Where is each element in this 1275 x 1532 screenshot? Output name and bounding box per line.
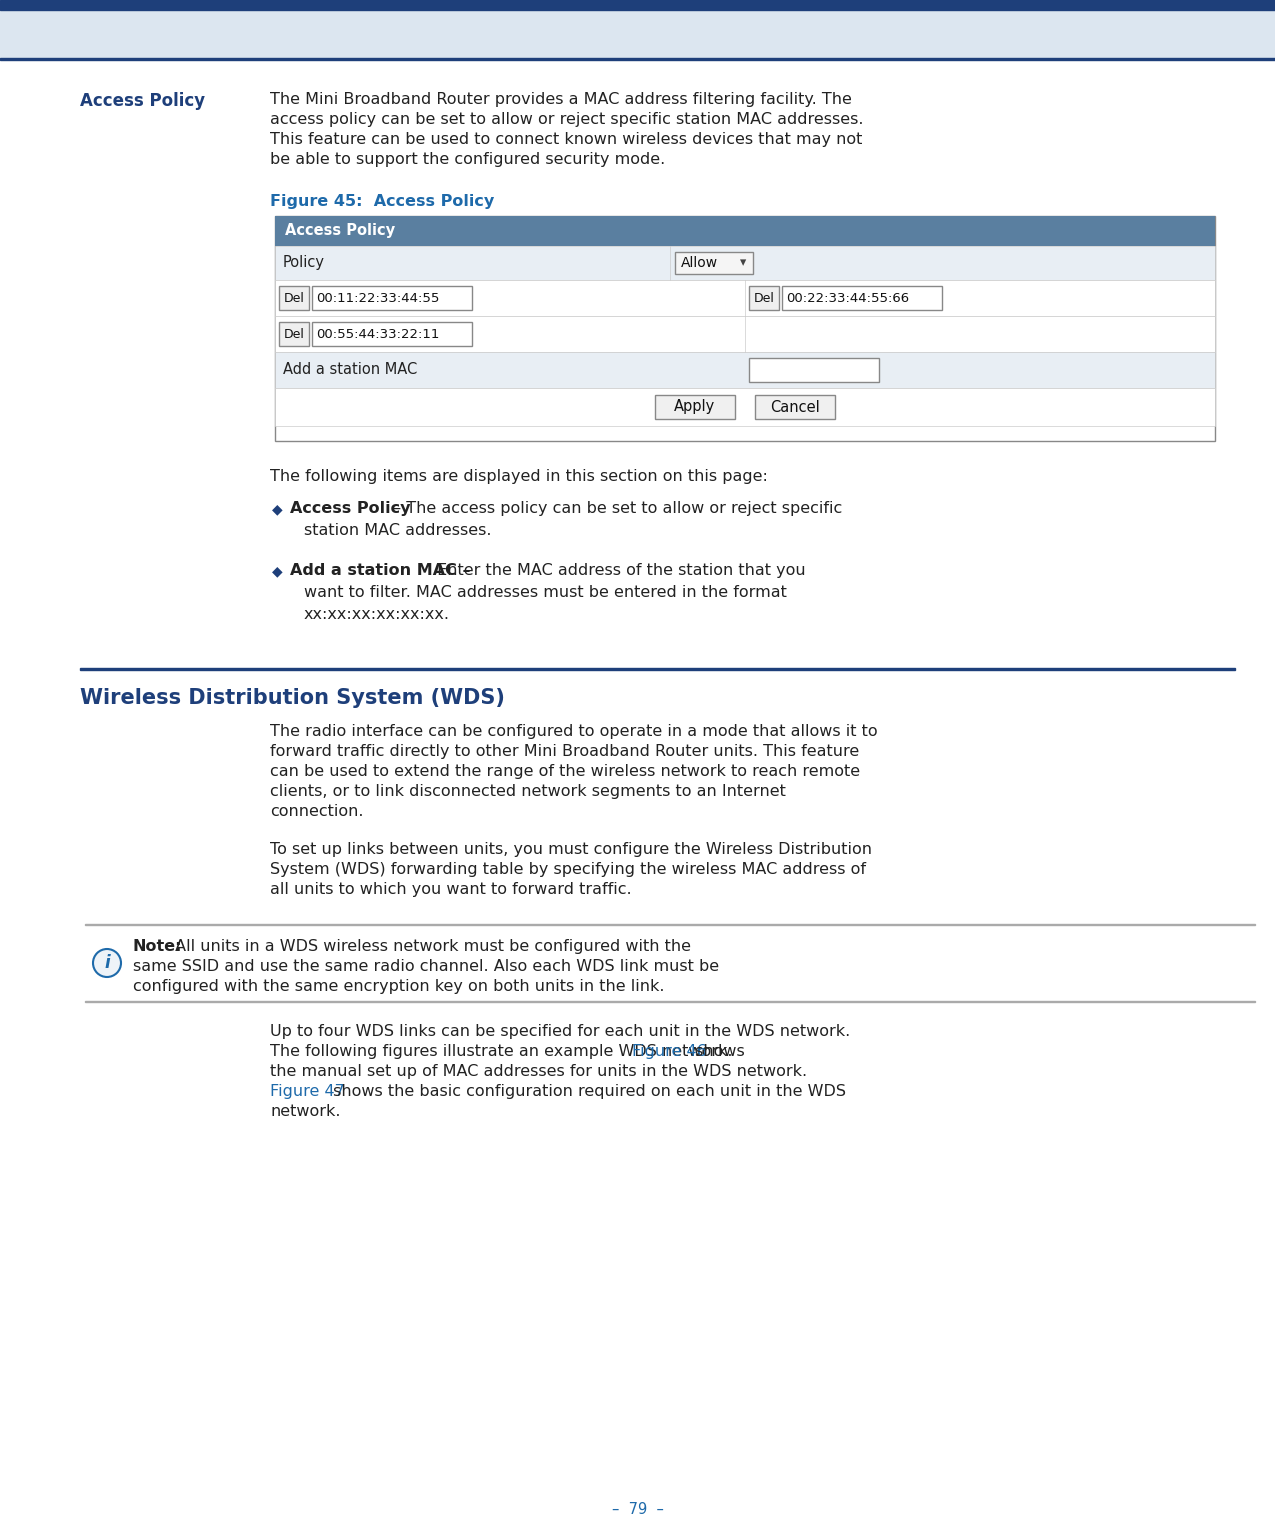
Bar xyxy=(275,247,1215,280)
Text: Note:: Note: xyxy=(133,939,182,954)
Text: The Mini Broadband Router provides a MAC address filtering facility. The: The Mini Broadband Router provides a MAC… xyxy=(270,92,852,107)
Text: access policy can be set to allow or reject specific station MAC addresses.: access policy can be set to allow or rej… xyxy=(270,112,863,127)
Bar xyxy=(275,316,1215,352)
Text: Allow: Allow xyxy=(681,256,718,270)
Text: Figure 47: Figure 47 xyxy=(270,1085,344,1098)
Bar xyxy=(655,395,734,418)
Bar xyxy=(275,280,1215,316)
Text: 00:55:44:33:22:11: 00:55:44:33:22:11 xyxy=(316,328,440,340)
Text: This feature can be used to connect known wireless devices that may not: This feature can be used to connect know… xyxy=(270,132,862,147)
Text: ▾: ▾ xyxy=(740,256,746,270)
Text: Access Policy: Access Policy xyxy=(80,92,205,110)
Text: can be used to extend the range of the wireless network to reach remote: can be used to extend the range of the w… xyxy=(270,764,861,778)
Bar xyxy=(275,352,1215,388)
Text: want to filter. MAC addresses must be entered in the format: want to filter. MAC addresses must be en… xyxy=(303,585,787,601)
Text: be able to support the configured security mode.: be able to support the configured securi… xyxy=(270,152,666,167)
Text: Del: Del xyxy=(283,328,305,340)
Text: Apply: Apply xyxy=(674,400,715,415)
Bar xyxy=(275,216,1215,441)
Text: i: i xyxy=(105,954,110,971)
Text: The following figures illustrate an example WDS network.: The following figures illustrate an exam… xyxy=(270,1043,738,1059)
Bar xyxy=(748,358,878,381)
Text: Figure 45:  Access Policy: Figure 45: Access Policy xyxy=(270,195,495,208)
Text: configured with the same encryption key on both units in the link.: configured with the same encryption key … xyxy=(133,979,664,994)
Text: C: C xyxy=(1241,21,1250,35)
Text: Wireless Distribution System (WDS): Wireless Distribution System (WDS) xyxy=(80,688,505,708)
Text: connection.: connection. xyxy=(270,804,363,820)
Bar xyxy=(0,58,1275,60)
Bar xyxy=(674,251,752,274)
Text: Access Policy: Access Policy xyxy=(286,224,395,239)
Text: ◆: ◆ xyxy=(272,564,283,578)
Bar xyxy=(80,668,1235,669)
Text: CHAPTER 7  |  Wireless Configuration: CHAPTER 7 | Wireless Configuration xyxy=(972,20,1250,34)
Text: 00:22:33:44:55:66: 00:22:33:44:55:66 xyxy=(785,291,909,305)
Text: xx:xx:xx:xx:xx:xx.: xx:xx:xx:xx:xx:xx. xyxy=(303,607,450,622)
Bar xyxy=(312,322,472,346)
Text: station MAC addresses.: station MAC addresses. xyxy=(303,522,491,538)
Text: – The access policy can be set to allow or reject specific: – The access policy can be set to allow … xyxy=(388,501,842,516)
Text: forward traffic directly to other Mini Broadband Router units. This feature: forward traffic directly to other Mini B… xyxy=(270,745,859,758)
Bar xyxy=(312,286,472,309)
Text: Del: Del xyxy=(283,291,305,305)
Text: Access Policy: Access Policy xyxy=(289,501,411,516)
Circle shape xyxy=(93,948,121,977)
Text: Add a station MAC: Add a station MAC xyxy=(283,363,417,377)
Text: All units in a WDS wireless network must be configured with the: All units in a WDS wireless network must… xyxy=(171,939,691,954)
Bar xyxy=(782,286,942,309)
Text: System (WDS) forwarding table by specifying the wireless MAC address of: System (WDS) forwarding table by specify… xyxy=(270,863,866,876)
Text: Cancel: Cancel xyxy=(770,400,820,415)
Text: Del: Del xyxy=(754,291,774,305)
Text: –  79  –: – 79 – xyxy=(612,1503,663,1518)
Bar xyxy=(275,216,1215,247)
Text: Figure 46: Figure 46 xyxy=(632,1043,706,1059)
Bar xyxy=(0,11,1275,58)
Text: Up to four WDS links can be specified for each unit in the WDS network.: Up to four WDS links can be specified fo… xyxy=(270,1023,850,1039)
Text: 00:11:22:33:44:55: 00:11:22:33:44:55 xyxy=(316,291,440,305)
Text: Enter the MAC address of the station that you: Enter the MAC address of the station tha… xyxy=(432,562,806,578)
Text: the manual set up of MAC addresses for units in the WDS network.: the manual set up of MAC addresses for u… xyxy=(270,1065,807,1079)
Text: same SSID and use the same radio channel. Also each WDS link must be: same SSID and use the same radio channel… xyxy=(133,959,719,974)
Text: all units to which you want to forward traffic.: all units to which you want to forward t… xyxy=(270,882,631,898)
Bar xyxy=(279,322,309,346)
Bar xyxy=(279,286,309,309)
Bar xyxy=(755,395,835,418)
Text: Wireless Distribution System (WDS): Wireless Distribution System (WDS) xyxy=(1012,40,1250,52)
Text: shows the basic configuration required on each unit in the WDS: shows the basic configuration required o… xyxy=(328,1085,847,1098)
Text: clients, or to link disconnected network segments to an Internet: clients, or to link disconnected network… xyxy=(270,784,785,800)
Text: shows: shows xyxy=(690,1043,745,1059)
Bar xyxy=(0,0,1275,11)
Text: Add a station MAC –: Add a station MAC – xyxy=(289,562,470,578)
Text: ◆: ◆ xyxy=(272,502,283,516)
Text: The following items are displayed in this section on this page:: The following items are displayed in thi… xyxy=(270,469,768,484)
Bar xyxy=(748,286,779,309)
Bar xyxy=(275,388,1215,426)
Text: The radio interface can be configured to operate in a mode that allows it to: The radio interface can be configured to… xyxy=(270,725,877,738)
Text: Policy: Policy xyxy=(283,256,325,271)
Text: network.: network. xyxy=(270,1105,340,1118)
Text: To set up links between units, you must configure the Wireless Distribution: To set up links between units, you must … xyxy=(270,843,872,856)
